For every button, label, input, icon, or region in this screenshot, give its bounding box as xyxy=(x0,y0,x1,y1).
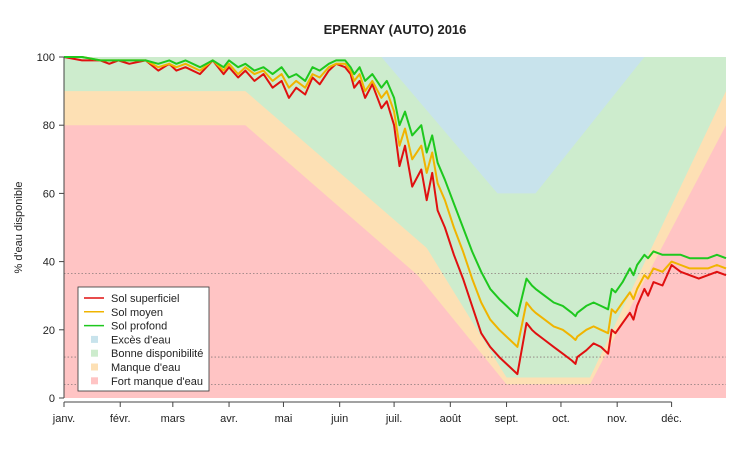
x-tick-label-8: sept. xyxy=(495,413,519,425)
x-tick-label-10: nov. xyxy=(607,413,627,425)
series-line-2 xyxy=(64,56,727,318)
series-line-0 xyxy=(63,56,727,376)
x-tick-label-1: févr. xyxy=(110,413,131,425)
legend-label-5: Manque d'eau xyxy=(111,362,180,374)
series-layer xyxy=(63,56,727,376)
y-tick-label-3: 60 xyxy=(43,188,55,200)
legend: Sol superficiel Sol moyen Sol profondExcès… xyxy=(77,286,210,392)
legend-label-2: Sol profond xyxy=(111,321,167,333)
legend-label-6: Fort manque d'eau xyxy=(111,376,203,388)
legend-label-1: Sol moyen xyxy=(111,307,163,319)
x-tick-label-11: déc. xyxy=(661,413,682,425)
x-tick-label-0: janv. xyxy=(52,413,75,425)
axes-layer: 0 20 40 60 80 100 janv. févr. mars avr. mai juin jui… xyxy=(37,52,682,425)
zone-fort-manque-d-eau xyxy=(64,125,726,398)
x-tick-label-9: oct. xyxy=(552,413,570,425)
legend-label-3: Excès d'eau xyxy=(111,334,171,346)
y-tick-label-0: 0 xyxy=(49,393,55,405)
x-tick-label-3: avr. xyxy=(220,413,238,425)
x-tick-label-5: juin xyxy=(330,413,348,425)
legend-box xyxy=(77,286,210,392)
x-tick-label-6: juil. xyxy=(385,413,403,425)
y-tick-label-1: 20 xyxy=(43,325,55,337)
legend-swatch-6 xyxy=(91,377,98,385)
series-line-1 xyxy=(64,56,727,348)
y-tick-label-2: 40 xyxy=(43,257,55,269)
legend-swatch-5 xyxy=(91,363,98,371)
legend-label-0: Sol superficiel xyxy=(111,293,179,305)
x-tick-label-2: mars xyxy=(161,413,186,425)
y-axis-label: % d'eau disponible xyxy=(13,181,25,273)
x-tick-label-7: août xyxy=(440,413,461,425)
legend-label-4: Bonne disponibilité xyxy=(111,348,203,360)
y-tick-label-4: 80 xyxy=(43,120,55,132)
y-tick-label-5: 100 xyxy=(37,52,55,64)
legend-swatch-4 xyxy=(91,349,98,357)
legend-swatch-3 xyxy=(91,335,98,343)
x-tick-label-4: mai xyxy=(275,413,293,425)
chart-title: EPERNAY (AUTO) 2016 xyxy=(324,22,467,37)
zone-exces-d-eau xyxy=(381,57,645,194)
